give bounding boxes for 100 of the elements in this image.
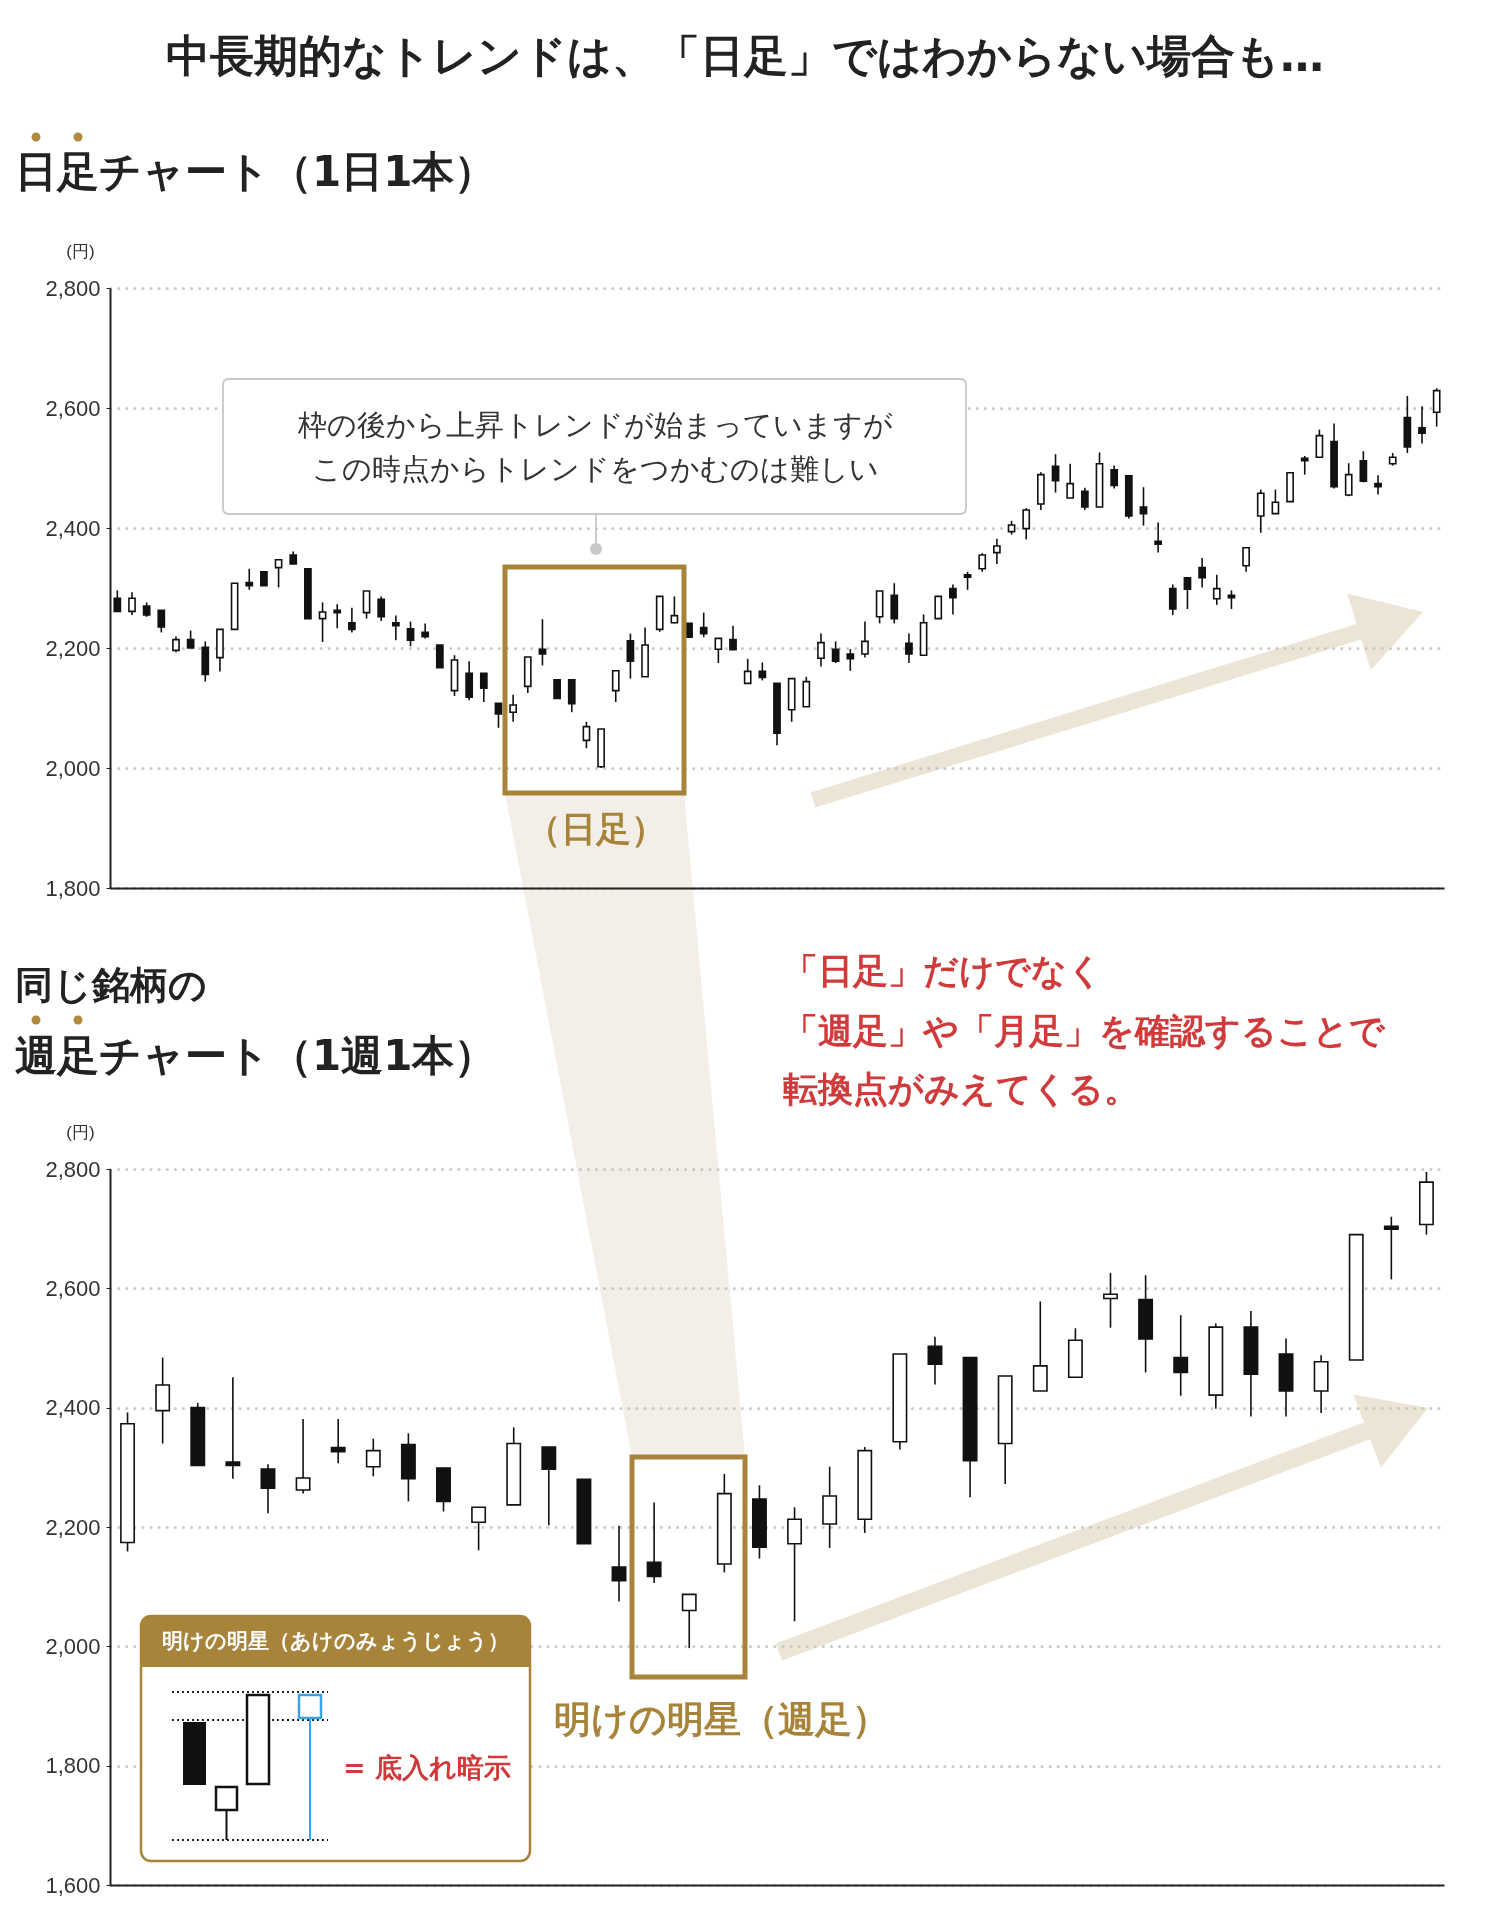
candlestick	[362, 590, 371, 620]
chart-title: 中長期的なトレンドは、「日足」ではわからない場合も…	[166, 28, 1324, 83]
annotation: = 底入れ暗示	[343, 1751, 512, 1785]
candlestick	[1315, 428, 1324, 458]
y-tick-label: 1,600	[45, 1872, 101, 1898]
y-tick-label: 2,800	[45, 1156, 101, 1182]
annotation: （日足）	[526, 808, 666, 851]
candlestick	[626, 632, 635, 680]
candlestick	[391, 614, 400, 641]
candlestick	[1374, 474, 1382, 496]
y-tick-label: 1,800	[45, 1753, 101, 1779]
candlestick	[348, 607, 356, 634]
candlestick	[509, 694, 518, 723]
y-tick-label: 2,600	[45, 1275, 101, 1301]
candlestick	[1183, 577, 1192, 610]
candlestick	[1271, 488, 1280, 515]
candlestick	[1300, 455, 1309, 476]
candlestick	[567, 679, 576, 713]
candlestick	[541, 1446, 557, 1527]
y-tick-label: 2,000	[45, 1633, 101, 1659]
candlestick	[1242, 547, 1250, 573]
candlestick	[1418, 405, 1426, 445]
candlestick	[905, 632, 913, 664]
candlestick	[817, 632, 825, 668]
candlestick	[890, 582, 899, 625]
candlestick	[1051, 453, 1060, 494]
candlestick	[245, 568, 254, 591]
candlestick	[318, 601, 327, 643]
candlestick	[225, 1376, 241, 1480]
candlestick	[333, 603, 342, 629]
candlestick	[1173, 1314, 1189, 1397]
candlestick	[670, 595, 679, 625]
y-tick-label: 2,200	[45, 1514, 101, 1540]
candlestick	[1212, 574, 1221, 606]
candlestick	[611, 670, 620, 703]
candlestick	[934, 595, 943, 620]
candlestick	[479, 672, 488, 703]
candlestick	[743, 658, 752, 685]
candlestick	[729, 625, 737, 651]
y-tick-label: 2,400	[45, 1395, 101, 1421]
candlestick	[1344, 462, 1353, 497]
candlestick	[1383, 1215, 1399, 1281]
candlestick	[330, 1418, 346, 1464]
candlestick	[1022, 507, 1031, 541]
candlestick	[406, 620, 415, 647]
candlestick	[646, 1501, 662, 1584]
candlestick	[861, 620, 869, 659]
candlestick	[1139, 486, 1148, 527]
candlestick	[978, 552, 987, 573]
candlestick	[295, 1418, 311, 1495]
chart-title: 週足チャート（1週1本）	[15, 1029, 497, 1082]
candlestick	[1110, 464, 1119, 490]
candlestick	[1256, 488, 1265, 534]
chart-subtitle: 同じ銘柄の	[15, 962, 207, 1009]
y-axis-title: (円)	[66, 241, 95, 261]
candlestick	[1359, 450, 1368, 484]
candlestick	[365, 1437, 381, 1478]
candlestick	[538, 618, 547, 667]
candlestick	[377, 595, 386, 622]
text: 転換点がみえてくる。	[783, 1068, 1139, 1111]
candlestick	[927, 1335, 943, 1386]
candlestick	[274, 559, 283, 589]
y-axis-title: (円)	[66, 1122, 95, 1142]
y-tick-label: 2,000	[45, 755, 101, 781]
candlestick	[157, 609, 166, 634]
candlestick	[1066, 463, 1075, 499]
candlestick	[681, 1593, 697, 1649]
candlestick	[1198, 557, 1206, 589]
y-tick-label: 2,800	[45, 275, 101, 301]
y-tick-label: 1,800	[45, 875, 101, 901]
candlestick	[1227, 589, 1236, 610]
candlestick	[1432, 387, 1441, 428]
candlestick	[831, 640, 840, 664]
candlestick	[611, 1525, 627, 1603]
annotation: 明けの明星（週足）	[554, 1697, 889, 1743]
annotation: 明けの明星（あけのみょうじょう）	[161, 1628, 509, 1654]
candlestick	[435, 644, 444, 669]
y-tick-label: 2,600	[45, 395, 101, 421]
candlestick	[714, 637, 723, 664]
text: 「週足」や「月足」を確認することで	[783, 1010, 1385, 1053]
candlestick	[128, 591, 136, 616]
text: 「日足」だけでなく	[783, 950, 1103, 993]
candlestick	[1168, 583, 1177, 616]
candlestick	[465, 660, 474, 701]
candlestick	[1154, 521, 1163, 554]
y-tick-label: 2,400	[45, 515, 101, 541]
annotation: 枠の後から上昇トレンドが始まっていますが	[297, 407, 893, 443]
candlestick	[471, 1506, 487, 1552]
y-tick-label: 2,200	[45, 635, 101, 661]
candlestick	[1080, 487, 1089, 511]
candlestick	[846, 648, 855, 672]
candlestick	[993, 538, 1001, 565]
candlestick	[553, 679, 561, 700]
candlestick	[494, 702, 503, 729]
candlestick	[260, 1463, 276, 1515]
candlestick	[699, 611, 708, 638]
candlestick	[582, 721, 591, 749]
candlestick	[949, 583, 957, 616]
chart-subtitle: 日足チャート（1日1本）	[15, 145, 497, 198]
annotation: この時点からトレンドをつかむのは難しい	[311, 451, 879, 487]
